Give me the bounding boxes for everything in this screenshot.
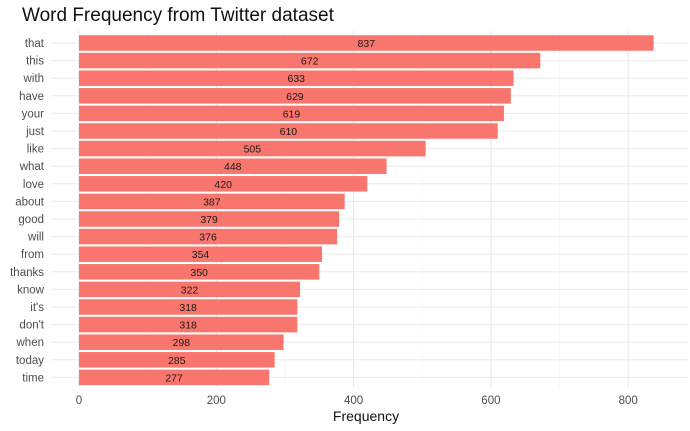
bar-value-label: 285 <box>168 355 186 367</box>
bar-value-label: 318 <box>179 320 197 332</box>
y-tick-label: don't <box>19 320 44 332</box>
y-tick-label: time <box>22 372 44 384</box>
y-axis-tick-labels: that this with have your just like what love abou… <box>10 38 45 384</box>
y-tick-label: what <box>19 161 45 173</box>
y-tick-label: with <box>23 73 44 85</box>
bar-don't <box>79 316 298 333</box>
y-tick-label: like <box>27 144 44 156</box>
y-tick-label: that <box>25 38 45 50</box>
bar-value-label: 298 <box>173 337 191 349</box>
bar-value-label: 354 <box>192 249 210 261</box>
y-tick-label: know <box>17 284 45 296</box>
bar-your <box>79 105 504 122</box>
bar-it's <box>79 299 298 315</box>
bar-value-label: 387 <box>203 196 221 208</box>
bar-with <box>79 70 514 86</box>
bar-like <box>79 140 426 157</box>
y-tick-label: will <box>27 232 44 244</box>
bar-will <box>79 228 338 245</box>
y-tick-label: thanks <box>10 267 44 279</box>
y-tick-label: today <box>16 355 44 367</box>
bar-just <box>79 123 498 139</box>
bar-value-label: 633 <box>288 73 306 85</box>
y-tick-label: it's <box>30 302 44 314</box>
bar-value-label: 505 <box>244 144 262 156</box>
bar-today <box>79 352 275 368</box>
x-axis-title: Frequency <box>333 408 399 424</box>
y-tick-label: when <box>16 337 45 349</box>
x-tick-label: 0 <box>76 395 82 407</box>
x-tick-label: 200 <box>207 395 226 407</box>
x-tick-label: 400 <box>344 395 363 407</box>
x-tick-label: 800 <box>619 395 638 407</box>
y-tick-label: good <box>18 214 44 226</box>
y-tick-label: love <box>23 179 44 191</box>
y-tick-label: just <box>25 126 45 138</box>
bar-value-label: 379 <box>200 214 218 226</box>
bar-good <box>79 211 340 227</box>
bar-value-label: 448 <box>224 161 242 173</box>
y-tick-label: about <box>15 196 45 208</box>
x-axis-tick-labels: 0 200 400 600 800 <box>76 395 638 407</box>
bar-value-label: 277 <box>165 372 183 384</box>
bar-this <box>79 52 541 69</box>
bar-about <box>79 193 345 210</box>
bar-value-label: 420 <box>214 179 232 191</box>
bar-thanks <box>79 264 320 280</box>
bar-from <box>79 246 323 262</box>
y-tick-label: from <box>21 249 44 261</box>
bar-value-label: 376 <box>199 232 217 244</box>
y-tick-label: this <box>26 56 44 68</box>
x-tick-label: 600 <box>481 395 500 407</box>
bar-value-label: 318 <box>179 302 197 314</box>
bar-that <box>79 35 654 51</box>
bar-value-label: 350 <box>190 267 208 279</box>
bar-value-label: 619 <box>283 108 301 120</box>
bar-time <box>79 369 270 386</box>
bar-love <box>79 176 368 192</box>
bar-value-label: 610 <box>280 126 298 138</box>
bar-what <box>79 158 387 174</box>
chart-title: Word Frequency from Twitter dataset <box>22 5 334 26</box>
bar-value-label: 629 <box>286 91 304 103</box>
bar-value-label: 837 <box>358 38 376 50</box>
bar-value-label: 322 <box>181 284 199 296</box>
bar-value-label: 672 <box>301 56 319 68</box>
bar-know <box>79 281 301 298</box>
y-tick-label: your <box>22 108 45 120</box>
bar-have <box>79 88 511 104</box>
y-tick-label: have <box>19 91 44 103</box>
bar-when <box>79 334 284 350</box>
